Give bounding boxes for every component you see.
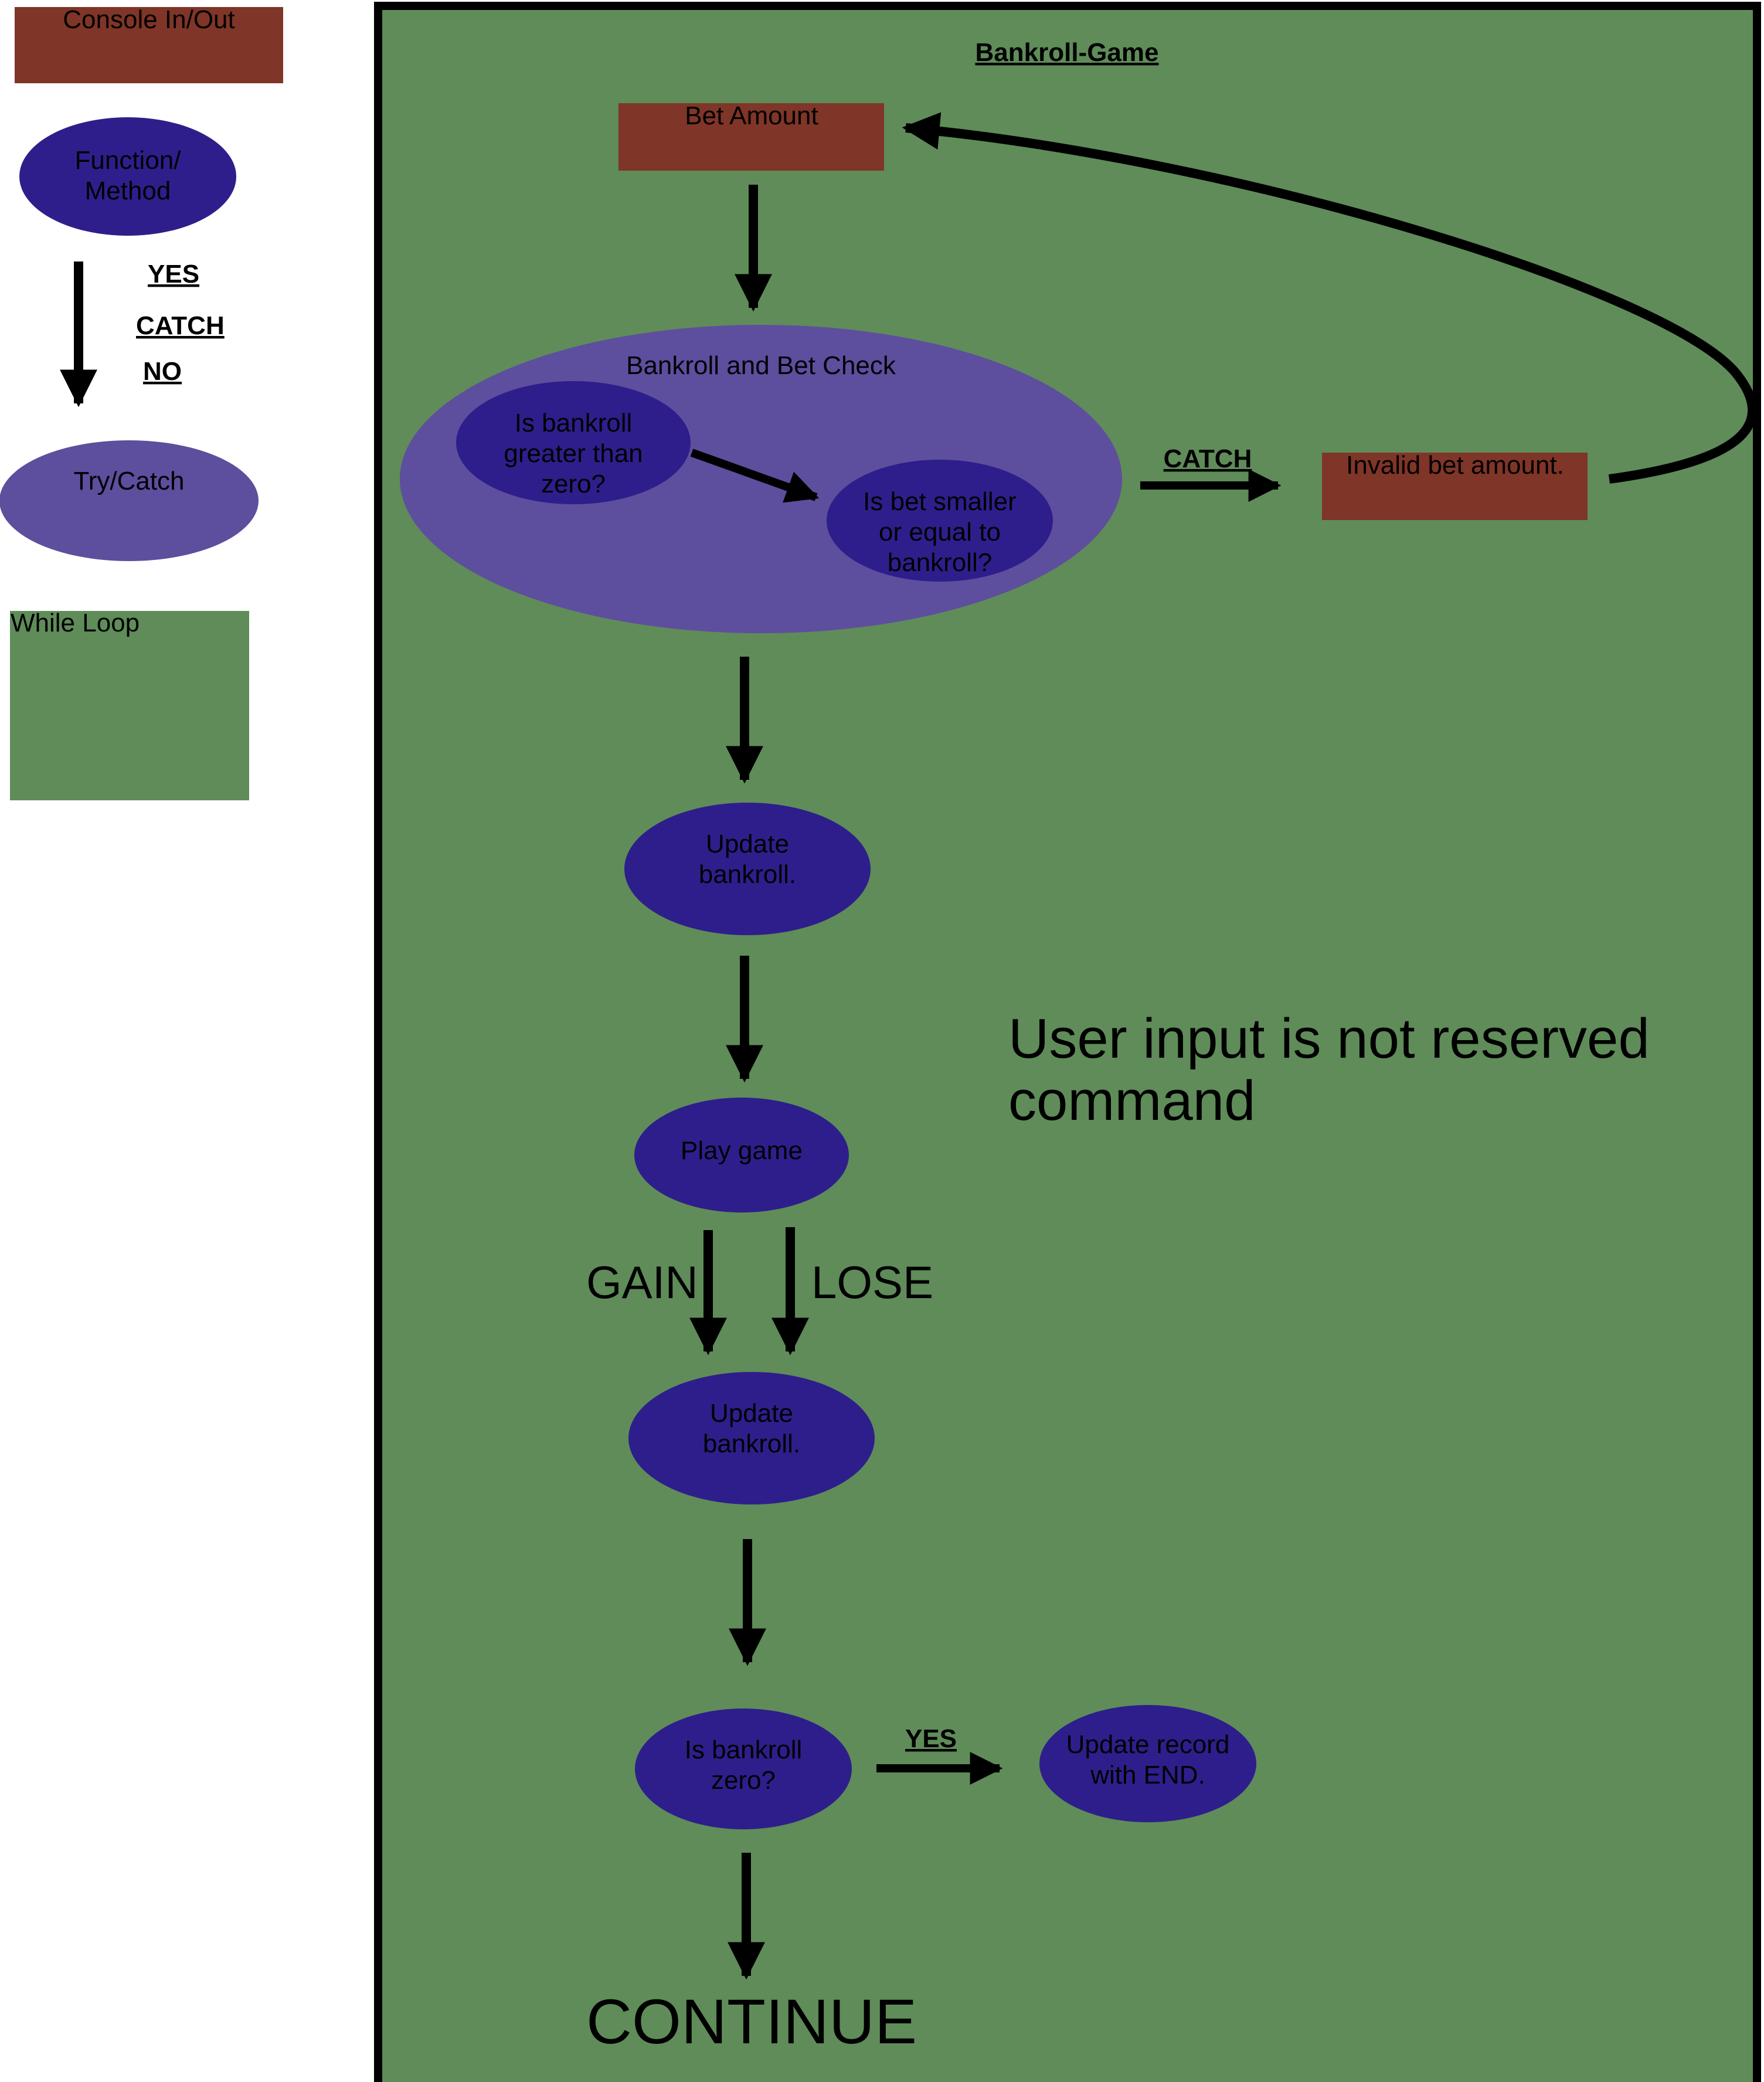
check1-line2: greater than <box>504 439 643 468</box>
while-loop-bankroll-game: Bankroll-Game Bet Amount Bankroll and Be… <box>374 2 1761 2082</box>
continue-label: CONTINUE <box>586 1986 917 2057</box>
check-title: Bankroll and Bet Check <box>626 351 896 380</box>
legend-whileloop-box <box>10 611 249 800</box>
legend-console-box <box>15 7 283 83</box>
record-line1: Update record <box>1066 1730 1230 1759</box>
legend-function-label-1: Function/ <box>75 146 182 175</box>
note-line2: command <box>1008 1069 1256 1132</box>
check2-line2: or equal to <box>879 518 1001 546</box>
catch-label: CATCH <box>1164 444 1252 473</box>
legend-trycatch-label: Try/Catch <box>73 467 184 495</box>
loop-title: Bankroll-Game <box>976 38 1159 67</box>
bet-within-bankroll-check <box>827 460 1053 582</box>
check1-line1: Is bankroll <box>515 409 633 437</box>
legend-console-label: Console In/Out <box>63 5 235 34</box>
bet-amount-label: Bet Amount <box>685 101 818 130</box>
legend-catch-label: CATCH <box>136 311 225 340</box>
bankroll-zero-check <box>635 1709 852 1829</box>
update-bankroll-2 <box>628 1372 875 1504</box>
legend-no-label: NO <box>143 357 182 386</box>
zero-line1: Is bankroll <box>685 1735 803 1764</box>
bet-amount-box <box>618 103 884 171</box>
lose-label: LOSE <box>811 1256 933 1308</box>
update1-line1: Update <box>706 830 789 858</box>
legend: Console In/Out Function/ Method YES CATC… <box>0 5 283 800</box>
update-bankroll-1 <box>624 803 871 935</box>
zero-line2: zero? <box>711 1766 776 1795</box>
bankroll-positive-check <box>456 381 691 504</box>
gain-label: GAIN <box>586 1256 698 1308</box>
legend-function-label-2: Method <box>85 176 171 205</box>
legend-trycatch-ellipse <box>0 440 259 561</box>
legend-whileloop-label: While Loop <box>11 609 140 637</box>
arrow-retry-loop <box>902 112 1758 484</box>
note-line1: User input is not reserved <box>1008 1007 1650 1070</box>
check2-line3: bankroll? <box>888 548 993 577</box>
play-game <box>634 1098 849 1212</box>
update-record-end <box>1039 1705 1256 1822</box>
legend-function-ellipse <box>19 117 236 236</box>
update1-line2: bankroll. <box>699 860 796 889</box>
play-game-label: Play game <box>681 1136 803 1165</box>
update2-line2: bankroll. <box>703 1429 800 1458</box>
yes-label: YES <box>905 1724 957 1753</box>
invalid-bet-box <box>1322 453 1588 520</box>
check2-line1: Is bet smaller <box>863 487 1017 516</box>
invalid-bet-label: Invalid bet amount. <box>1346 451 1564 480</box>
legend-yes-label: YES <box>148 260 199 288</box>
arrow-check1-to-check2 <box>690 449 820 503</box>
check1-line3: zero? <box>541 470 606 498</box>
update2-line1: Update <box>710 1399 793 1428</box>
record-line2: with END. <box>1090 1761 1205 1789</box>
